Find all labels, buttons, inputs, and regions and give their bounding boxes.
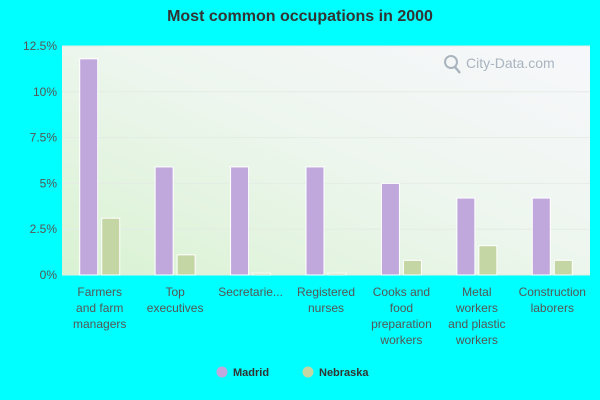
bar-nebraska [402, 259, 422, 276]
bar-nebraska [478, 245, 498, 276]
y-tick-label: 5% [40, 176, 58, 190]
legend-swatch-madrid [216, 366, 228, 378]
x-tick-label: Registered nurses [297, 285, 355, 315]
x-tick-label: Top executives [147, 285, 204, 315]
chart-title: Most common occupations in 2000 [167, 8, 433, 25]
y-tick-label: 10% [33, 85, 57, 99]
bar-nebraska [553, 259, 573, 276]
x-tick-label: Secretarie... [218, 285, 283, 299]
bar-madrid [79, 58, 99, 276]
bar-nebraska [101, 217, 121, 276]
y-axis-ticks: 0% 2.5% 5% 7.5% 10% 12.5% [23, 39, 57, 282]
legend-label-madrid: Madrid [233, 367, 269, 379]
x-tick-label: Cooks and food preparation workers [371, 285, 432, 347]
search-magnifier-icon [444, 55, 461, 74]
y-tick-label: 2.5% [30, 222, 58, 236]
bar-madrid [230, 166, 250, 276]
gridlines [62, 45, 590, 276]
bar-madrid [154, 166, 174, 276]
legend-label-nebraska: Nebraska [319, 367, 369, 379]
bar-nebraska [252, 272, 272, 276]
bar-nebraska [176, 254, 196, 276]
plot-area [62, 46, 590, 275]
bar-nebraska [327, 272, 347, 276]
bar-madrid [456, 197, 476, 276]
legend: Madrid Nebraska [216, 366, 369, 379]
x-tick-label: Construction laborers [519, 285, 586, 315]
legend-swatch-nebraska [302, 366, 314, 378]
y-tick-label: 7.5% [30, 131, 58, 145]
x-tick-label: Farmers and farm managers [73, 285, 126, 331]
bar-madrid [305, 166, 325, 276]
bar-madrid [380, 182, 400, 276]
y-tick-label: 0% [40, 268, 58, 282]
x-tick-label: Metal workers and plastic workers [448, 285, 505, 347]
bars [79, 58, 573, 276]
bar-madrid [531, 197, 551, 276]
watermark-text: City-Data.com [466, 55, 555, 71]
y-tick-label: 12.5% [23, 39, 57, 53]
watermark: City-Data.com [444, 55, 555, 74]
x-axis-ticks: Farmers and farm managers Top executives Secr… [73, 285, 586, 347]
